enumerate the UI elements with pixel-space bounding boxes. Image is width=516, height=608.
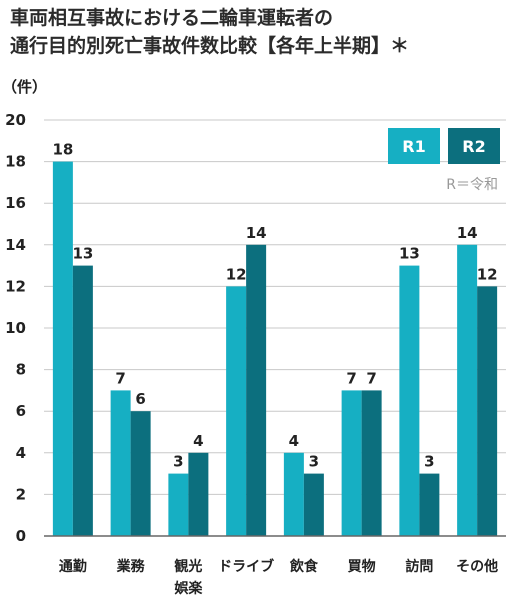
value-label-r1: 14 (457, 224, 478, 242)
bar-r1 (341, 390, 362, 536)
x-axis-label: 観光 (174, 558, 202, 575)
y-tick-label: 18 (5, 153, 26, 171)
bars (52, 161, 498, 537)
value-label-r2: 13 (72, 245, 93, 263)
y-tick-label: 20 (5, 111, 26, 129)
bar-r1 (283, 452, 304, 536)
y-tick-label: 10 (5, 319, 26, 337)
bar-r2 (419, 473, 440, 536)
bar-r1 (52, 161, 73, 536)
chart-title-line-2: 通行目的別死亡事故件数比較【各年上半期】＊ (10, 35, 410, 57)
y-tick-label: 14 (5, 236, 26, 254)
legend-swatch-r2 (448, 128, 500, 164)
chart-title: 車両相互事故における二輪車運転者の 通行目的別死亡事故件数比較【各年上半期】＊ (10, 4, 510, 60)
value-label-r1: 7 (346, 369, 356, 387)
bar-r2 (361, 390, 382, 536)
bar-r2 (72, 265, 93, 536)
bar-r1 (457, 244, 478, 537)
x-axis-label: ドライブ (218, 558, 274, 575)
bar-r1 (168, 473, 189, 536)
legend-note: R＝令和 (446, 177, 498, 193)
bar-r2 (246, 244, 267, 537)
bar-r1 (226, 286, 247, 536)
value-label-r2: 3 (309, 453, 319, 471)
bar-r2 (130, 411, 151, 536)
x-axis-label: 飲食 (289, 558, 319, 575)
value-label-r1: 18 (52, 141, 73, 159)
value-label-r1: 12 (226, 265, 247, 283)
y-tick-label: 16 (5, 194, 26, 212)
bar-r2 (477, 286, 498, 536)
value-label-r1: 7 (115, 369, 125, 387)
y-axis-unit: （件） (2, 78, 48, 96)
chart-title-line-1: 車両相互事故における二輪車運転者の (10, 7, 334, 29)
y-tick-label: 12 (5, 277, 26, 295)
y-tick-label: 2 (16, 485, 26, 503)
value-label-r2: 12 (477, 265, 498, 283)
value-label-r2: 7 (366, 369, 376, 387)
x-axis-label: 業務 (116, 558, 146, 575)
value-label-r2: 4 (193, 432, 203, 450)
y-tick-label: 8 (16, 361, 26, 379)
y-tick-label: 4 (16, 444, 26, 462)
value-label-r2: 3 (424, 453, 434, 471)
x-axis-label: 娯楽 (174, 580, 203, 597)
value-label-r1: 3 (173, 453, 183, 471)
bar-r2 (188, 452, 209, 536)
legend-label-r1: R1 (402, 137, 425, 156)
x-axis-label: 訪問 (405, 558, 433, 575)
x-axis-label: その他 (456, 558, 498, 575)
y-tick-label: 0 (16, 527, 26, 545)
x-axis-label: 買物 (348, 558, 376, 575)
value-label-r1: 13 (399, 245, 420, 263)
y-tick-label: 6 (16, 402, 26, 420)
bar-r1 (399, 265, 420, 536)
value-label-r2: 14 (246, 224, 267, 242)
legend-label-r2: R2 (462, 137, 485, 156)
x-axis-label: 通勤 (59, 558, 87, 575)
value-label-r2: 6 (135, 390, 145, 408)
bar-r2 (303, 473, 324, 536)
value-label-r1: 4 (289, 432, 299, 450)
legend-swatch-r1 (388, 128, 440, 164)
bar-r1 (110, 390, 131, 536)
y-axis-ticks: 0 2 4 6 8 10 12 14 16 18 20 (5, 111, 26, 545)
legend: R1 R2 R＝令和 (388, 128, 500, 193)
